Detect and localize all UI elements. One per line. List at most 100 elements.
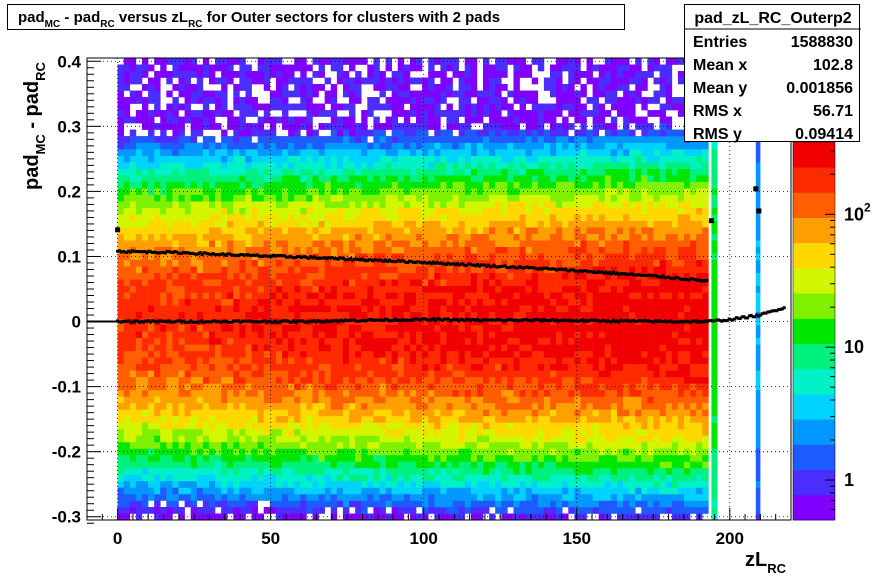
heatmap-cell (385, 181, 392, 189)
heatmap-cell (257, 448, 265, 456)
heatmap-cell (221, 396, 228, 404)
heatmap-cell (233, 493, 240, 501)
heatmap-cell (476, 357, 484, 365)
heatmap-cell (562, 435, 569, 443)
heatmap-cell (178, 493, 185, 501)
heatmap-cell (154, 448, 161, 456)
heatmap-cell (300, 435, 307, 443)
heatmap-cell (349, 422, 356, 430)
heatmap-cell (440, 227, 447, 234)
heatmap-cell (154, 279, 161, 287)
heatmap-cell (190, 506, 198, 514)
heatmap-cell (531, 311, 539, 319)
heatmap-cell (221, 155, 228, 163)
heatmap-cell (336, 194, 344, 202)
heatmap-cell (556, 370, 563, 378)
heatmap-cell (300, 77, 307, 85)
heatmap-cell (227, 467, 234, 475)
heatmap-cell (208, 259, 216, 267)
heatmap-cell (324, 168, 332, 176)
heatmap-cell (501, 480, 508, 488)
heatmap-cell (117, 97, 124, 104)
heatmap-cell (458, 292, 466, 300)
heatmap-cell (239, 383, 246, 391)
heatmap-cell (501, 357, 508, 365)
heatmap-cell (178, 474, 185, 482)
heatmap-cell (355, 441, 362, 449)
heatmap-cell (318, 376, 325, 384)
heatmap-cell (373, 207, 380, 215)
heatmap-cell (355, 487, 362, 495)
heatmap-cell (178, 279, 185, 287)
heatmap-cell (282, 71, 289, 78)
heatmap-cell (379, 175, 386, 182)
heatmap-cell (257, 194, 265, 202)
heatmap-cell (172, 480, 179, 488)
heatmap-cell (123, 298, 131, 306)
heatmap-cell (531, 292, 539, 300)
heatmap-cell (391, 285, 399, 293)
heatmap-cell (446, 344, 453, 352)
heatmap-cell (361, 142, 368, 150)
heatmap-cell (202, 58, 210, 65)
heatmap-cell (428, 500, 435, 508)
heatmap-cell (525, 441, 533, 449)
heatmap-cell (202, 474, 210, 482)
heatmap-cell (355, 415, 362, 423)
heatmap-cell (458, 214, 466, 221)
heatmap-cell (306, 487, 313, 495)
heatmap-cell (294, 90, 301, 98)
heatmap-cell (336, 415, 344, 423)
heatmap-cell (550, 487, 557, 495)
heatmap-cell (501, 441, 508, 449)
heatmap-cell (379, 311, 386, 319)
heatmap-cell (318, 181, 325, 189)
heatmap-cell (269, 493, 277, 501)
heatmap-cell (239, 84, 246, 91)
heatmap-cell (464, 487, 472, 495)
heatmap-cell (196, 285, 204, 293)
heatmap-cell (300, 357, 307, 365)
heatmap-cell (464, 402, 472, 410)
heatmap-cell (245, 305, 252, 313)
heatmap-cell (215, 227, 222, 234)
heatmap-cell (434, 97, 441, 104)
heatmap-cell (495, 441, 502, 449)
heatmap-cell (501, 64, 508, 72)
heatmap-cell (342, 272, 350, 280)
heatmap-cell (513, 97, 520, 104)
heatmap-cell (275, 389, 283, 397)
heatmap-cell (330, 214, 338, 221)
heatmap-cell (336, 129, 344, 137)
heatmap-cell (379, 266, 386, 274)
heatmap-cell (507, 220, 514, 228)
heatmap-cell (245, 487, 252, 495)
heatmap-cell (519, 103, 526, 111)
heatmap-cell (452, 136, 459, 143)
heatmap-cell (215, 103, 222, 111)
heatmap-cell (129, 422, 137, 430)
heatmap-cell (519, 64, 526, 72)
heatmap-cell (275, 298, 283, 306)
heatmap-cell (172, 389, 179, 397)
heatmap-cell (403, 305, 411, 313)
heatmap-cell (166, 116, 173, 124)
heatmap-cell (422, 396, 429, 404)
heatmap-cell (282, 331, 289, 339)
heatmap-cell (349, 363, 356, 371)
heatmap-cell (409, 298, 417, 306)
heatmap-cell (215, 305, 222, 313)
heatmap-cell (154, 435, 161, 443)
heatmap-cell (361, 337, 368, 345)
heatmap-cell (476, 103, 484, 111)
heatmap-cell (501, 298, 508, 306)
heatmap-cell (172, 272, 179, 280)
heatmap-cell (501, 350, 508, 358)
heatmap-cell (361, 363, 368, 371)
heatmap-cell (312, 506, 319, 514)
heatmap-cell (355, 97, 362, 104)
heatmap-cell (513, 298, 520, 306)
heatmap-cell (428, 233, 435, 241)
heatmap-cell (312, 396, 319, 404)
heatmap-cell (562, 142, 569, 150)
